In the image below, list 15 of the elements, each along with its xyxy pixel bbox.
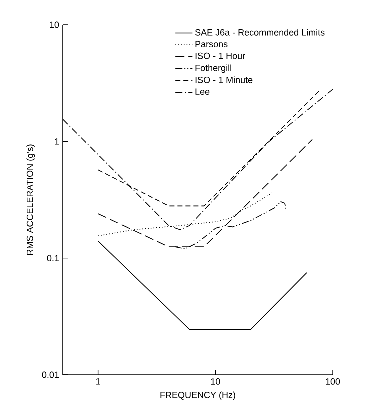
legend-label: Parsons xyxy=(196,41,228,48)
x-tick-label: 10 xyxy=(211,378,220,385)
legend-label: Fothergill xyxy=(196,64,232,74)
y-tick-label: 0.01 xyxy=(42,372,60,378)
y-tick-label: 0.1 xyxy=(47,255,60,262)
y-axis-title: RMS ACCELERATION (g's) xyxy=(26,144,36,256)
x-axis-title: FREQUENCY (Hz) xyxy=(160,392,236,400)
legend-label: SAE J6a - Recommended Limits xyxy=(195,29,325,36)
legend-label: ISO - 1 Minute xyxy=(196,76,253,84)
x-tick-label: 100 xyxy=(326,378,340,385)
legend-label: Lee xyxy=(196,88,210,96)
y-tick-label: 1 xyxy=(55,138,60,145)
legend-label: ISO - 1 Hour xyxy=(196,52,246,60)
y-tick-label: 10 xyxy=(50,22,60,28)
x-tick-label: 1 xyxy=(96,378,100,385)
